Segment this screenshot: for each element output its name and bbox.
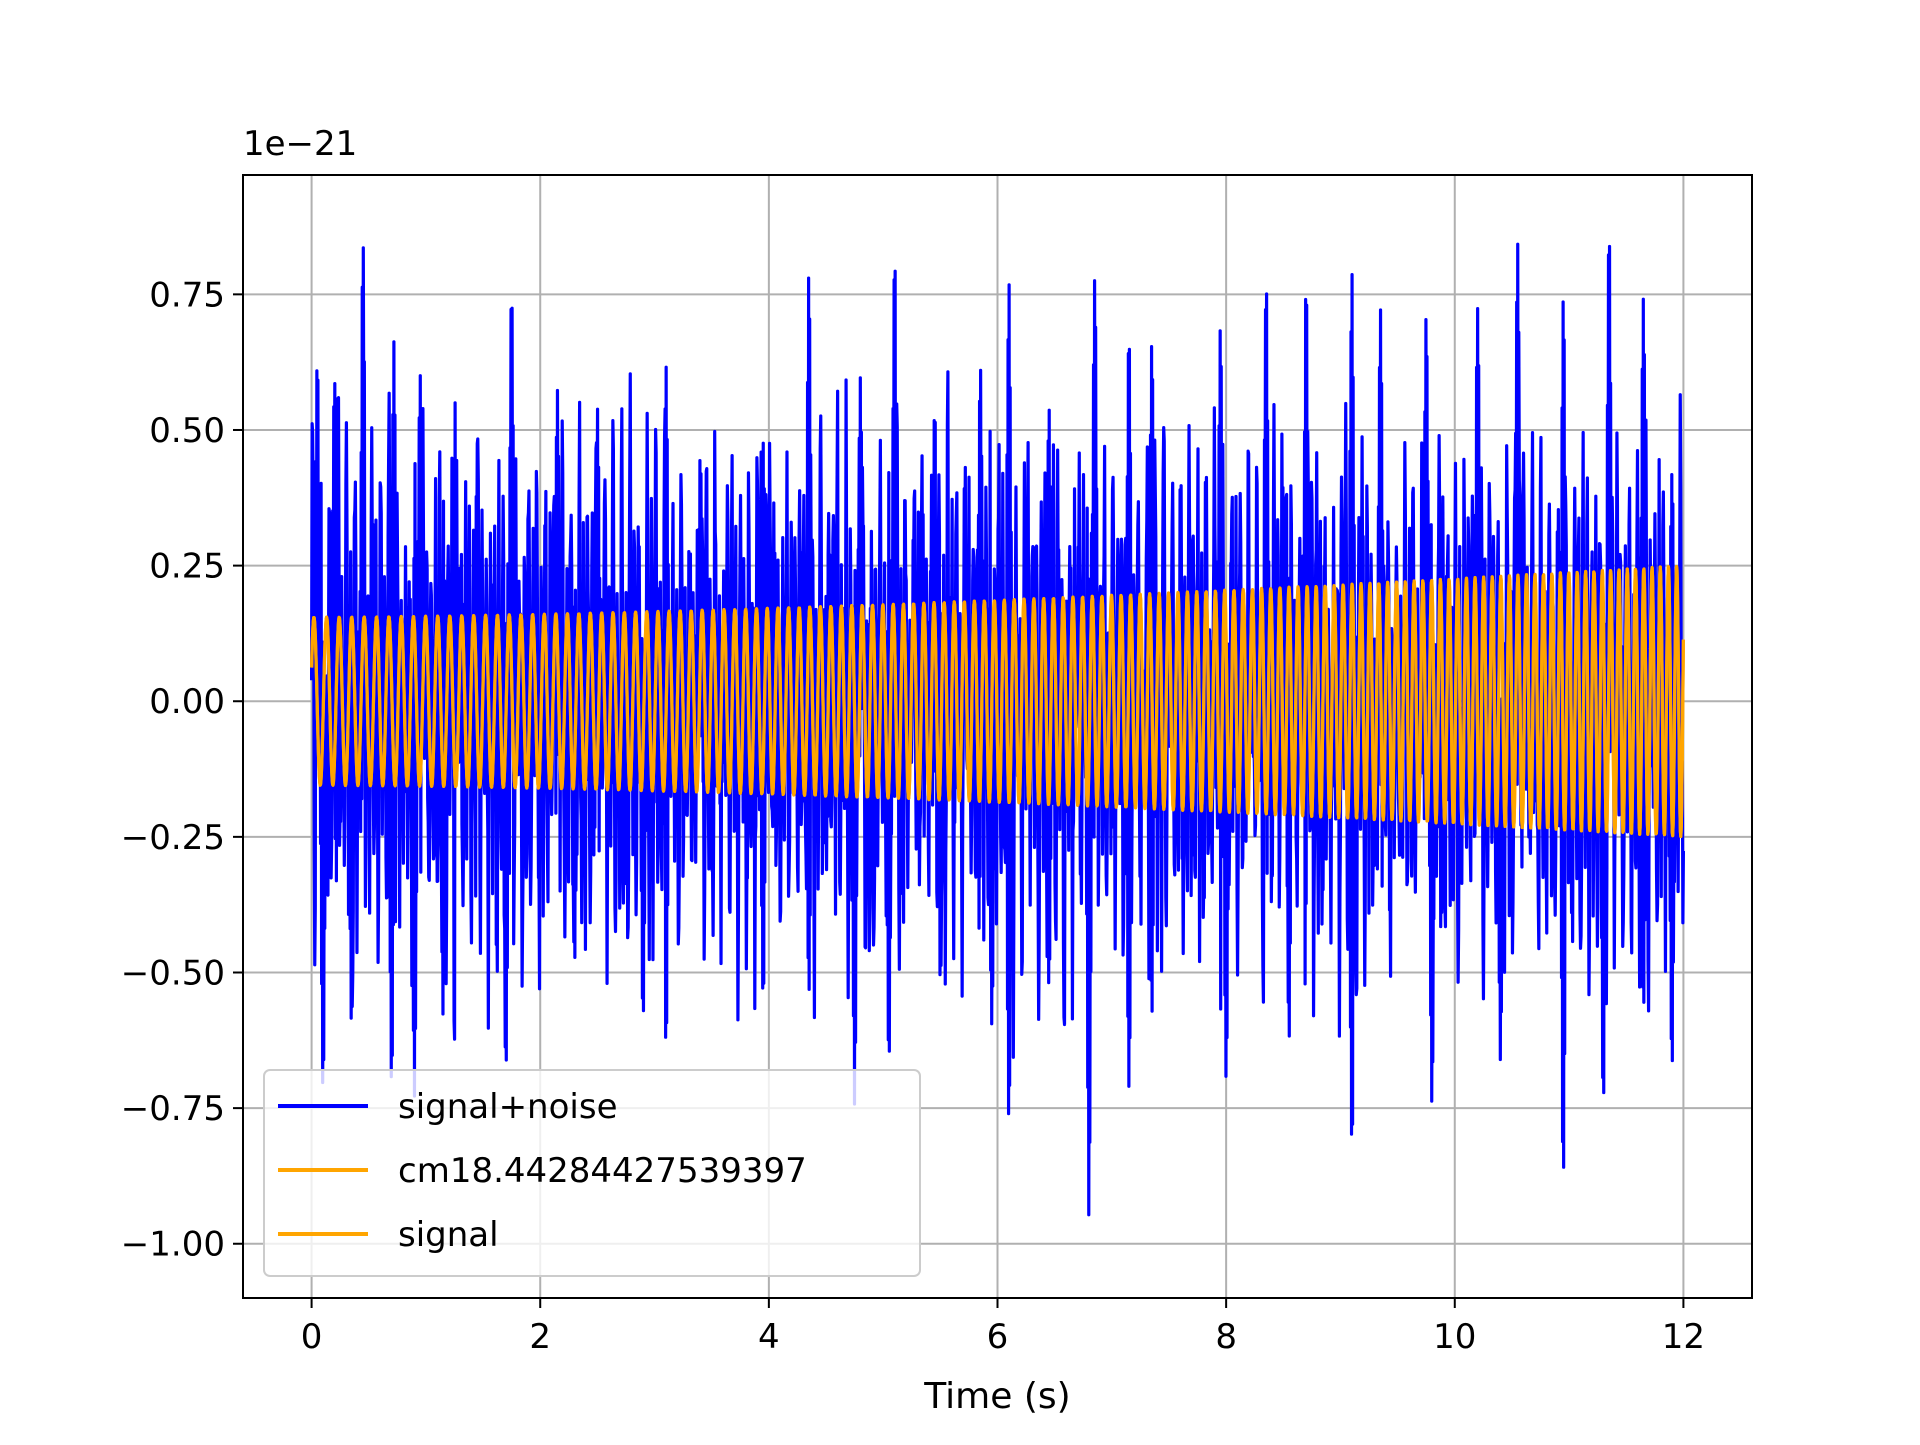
x-tick-label: 4	[758, 1317, 780, 1357]
x-tick-label: 10	[1433, 1317, 1476, 1357]
legend-label: signal+noise	[398, 1087, 618, 1127]
legend-label: signal	[398, 1215, 499, 1255]
plot-area	[309, 242, 1686, 1217]
x-tick-label: 0	[301, 1317, 323, 1357]
y-tick-label: 0.50	[149, 411, 225, 451]
x-tick-label: 12	[1662, 1317, 1705, 1357]
x-axis-label: Time (s)	[923, 1376, 1070, 1417]
y-tick-label: 0.25	[149, 547, 225, 587]
legend: signal+noise cm18.44284427539397 signal	[263, 1069, 921, 1277]
y-tick-label: −1.00	[121, 1225, 225, 1265]
x-axis-ticks: 0 2 4 6 8 10 12	[301, 1298, 1705, 1357]
y-tick-label: 0.00	[149, 682, 225, 722]
legend-box	[263, 1069, 921, 1277]
y-tick-label: −0.25	[121, 818, 225, 858]
series-line-signal	[309, 564, 1686, 839]
y-tick-label: −0.75	[121, 1089, 225, 1129]
x-tick-label: 6	[987, 1317, 1009, 1357]
y-axis-offset-label: 1e−21	[243, 124, 357, 164]
y-tick-label: 0.75	[149, 275, 225, 315]
x-tick-label: 2	[529, 1317, 551, 1357]
x-tick-label: 8	[1215, 1317, 1237, 1357]
y-axis-ticks: −1.00 −0.75 −0.50 −0.25 0.00 0.25 0.50 0.75	[121, 275, 243, 1265]
y-tick-label: −0.50	[121, 953, 225, 993]
legend-label: cm18.44284427539397	[398, 1151, 807, 1191]
